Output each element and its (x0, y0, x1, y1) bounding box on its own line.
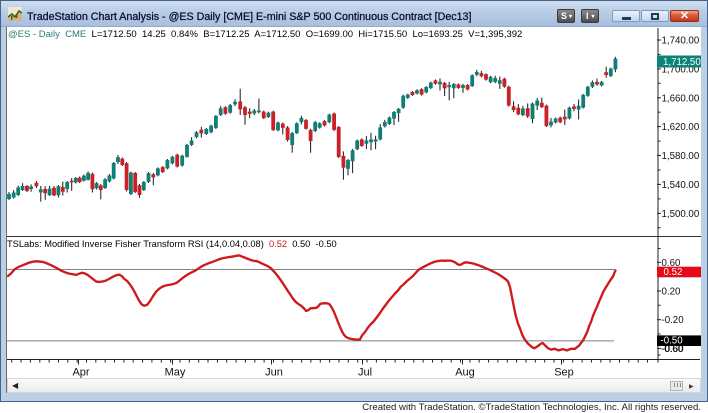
svg-text:1,620.00: 1,620.00 (662, 122, 700, 133)
svg-text:1,540.00: 1,540.00 (662, 180, 700, 191)
svg-text:0.60: 0.60 (662, 258, 681, 269)
svg-text:Sep: Sep (554, 367, 574, 379)
svg-text:-0.60: -0.60 (662, 344, 685, 355)
svg-text:Apr: Apr (72, 367, 89, 379)
svg-text:1,740.00: 1,740.00 (662, 36, 700, 47)
svg-text:1,580.00: 1,580.00 (662, 151, 700, 162)
svg-text:Jul: Jul (358, 367, 372, 379)
svg-text:May: May (165, 367, 186, 379)
svg-text:-0.50: -0.50 (661, 336, 684, 347)
svg-text:0.20: 0.20 (662, 287, 681, 298)
svg-text:1,712.50: 1,712.50 (663, 57, 701, 68)
svg-text:Aug: Aug (455, 367, 475, 379)
svg-text:Jun: Jun (265, 367, 283, 379)
svg-text:0.52: 0.52 (664, 267, 683, 278)
svg-text:1,500.00: 1,500.00 (662, 209, 700, 220)
svg-text:1,660.00: 1,660.00 (662, 93, 700, 104)
svg-text:1,700.00: 1,700.00 (662, 64, 700, 75)
svg-text:-0.60: -0.60 (661, 344, 684, 355)
svg-text:-0.20: -0.20 (662, 315, 685, 326)
